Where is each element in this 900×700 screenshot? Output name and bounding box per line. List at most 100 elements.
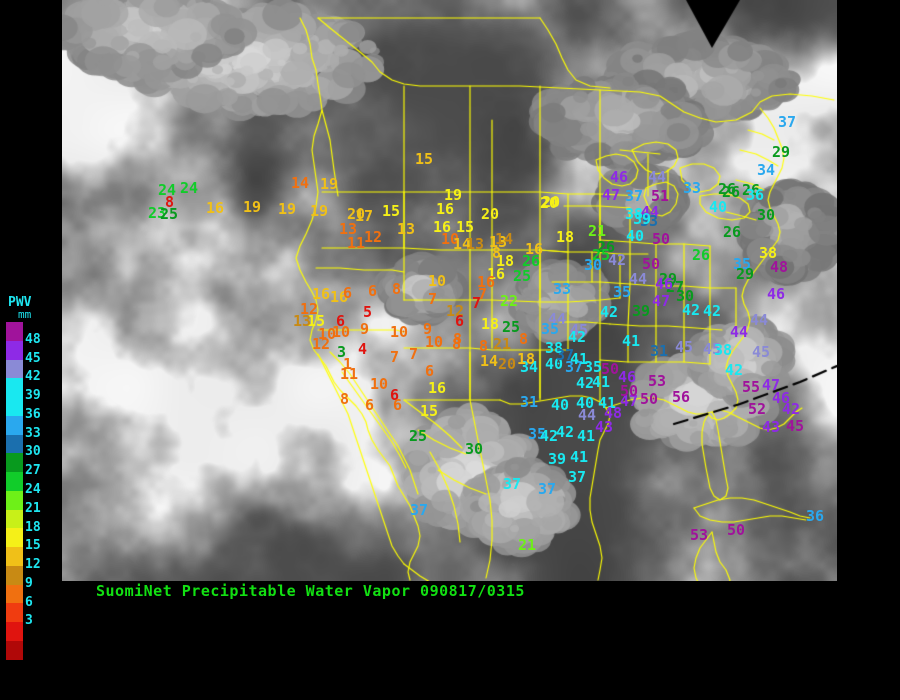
pwv-station-value: 16 [428,379,447,397]
pwv-station-value: 42 [782,400,801,418]
pwv-station-value: 44 [648,168,667,186]
pwv-station-value: 44 [750,311,769,329]
pwv-station-value: 50 [620,382,639,400]
colorbar-swatch [6,434,23,454]
pwv-station-value: 45 [570,321,589,339]
pwv-station-value: 41 [577,427,596,445]
pwv-station-value: 17 [355,207,374,225]
pwv-station-value: 18 [496,252,515,270]
pwv-station-value: 24 [158,181,177,199]
pwv-station-value: 46 [618,368,637,386]
pwv-station-value: 37 [625,187,644,205]
pwv-station-value: 25 [513,267,532,285]
pwv-station-value: 11 [347,234,366,252]
pwv-station-value: 6 [455,312,465,330]
pwv-station-value: 45 [675,338,694,356]
pwv-station-value: 13 [397,220,416,238]
pwv-station-value: 52 [748,400,767,418]
pwv-station-value: 26 [723,223,742,241]
pwv-station-value: 10 [425,333,444,351]
pwv-station-value: 40 [576,394,595,412]
colorbar-tick-label: 18 [25,519,41,535]
colorbar-tick-label: 48 [25,331,41,347]
pwv-station-value: 48 [770,258,789,276]
pwv-station-value: 20 [540,194,559,212]
pwv-station-value: 40 [551,396,570,414]
colorbar-swatch [6,584,23,604]
colorbar-tick-label: 15 [25,538,41,554]
colorbar-tick-label: 3 [25,613,33,629]
pwv-station-value: 23 [148,204,167,222]
colorbar-title: PWV [8,295,32,310]
pwv-station-value: 26 [522,252,541,270]
pwv-station-value: 26 [692,246,711,264]
colorbar-tick-label: 12 [25,557,41,573]
colorbar-tick-label: 27 [25,463,41,479]
pwv-station-value: 42 [576,374,595,392]
pwv-station-value: 20 [481,205,500,223]
pwv-station-value: 45 [752,343,771,361]
colorbar-swatch [6,509,23,529]
colorbar-swatch [6,528,23,548]
pwv-station-value: 8 [479,337,489,355]
pwv-station-value: 24 [180,179,199,197]
colorbar-tick-label: 45 [25,350,41,366]
pwv-station-value: 12 [312,335,331,353]
pwv-station-value: 20 [542,193,561,211]
pwv-station-value: 8 [453,330,463,348]
pwv-station-value: 38 [759,244,778,262]
colorbar-swatch [6,359,23,379]
colorbar-swatch [6,547,23,566]
pwv-station-value: 46 [772,389,791,407]
colorbar-tick-label: 42 [25,369,41,385]
pwv-station-value: 13 [489,233,508,251]
pwv-station-value: 44 [548,310,567,328]
pwv-station-value: 29 [772,143,791,161]
pwv-station-value: 37 [410,501,429,519]
pwv-station-value: 40 [545,355,564,373]
pwv-station-value: 19 [320,175,339,193]
pwv-station-value: 15 [420,402,439,420]
pwv-station-value: 7 [390,348,400,366]
colorbar-tick-label: 30 [25,444,41,460]
pwv-station-value: 15 [307,312,326,330]
pwv-station-value: 16 [525,240,544,258]
pwv-station-value: 16 [330,288,349,306]
pwv-station-value: 33 [553,280,572,298]
pwv-station-value: 50 [642,255,661,273]
pwv-station-value: 20 [498,355,517,373]
pwv-station-value: 8 [392,280,402,298]
pwv-station-value: 11 [340,365,359,383]
pwv-station-value: 19 [444,186,463,204]
colorbar-swatch [6,378,23,398]
colorbar-swatch [6,472,23,491]
pwv-station-value: 29 [736,265,755,283]
pwv-station-value: 15 [382,202,401,220]
pwv-station-value: 37 [503,475,522,493]
pwv-station-value: 31 [520,393,539,411]
colorbar-swatch [6,415,23,435]
pwv-station-value: 25 [409,427,428,445]
pwv-station-value: 30 [584,256,603,274]
pwv-station-value: 31 [650,342,669,360]
colorbar-tick-label: 24 [25,482,41,497]
pwv-station-value: 12 [364,228,383,246]
pwv-station-value: 6 [336,312,346,330]
pwv-station-value: 30 [757,206,776,224]
colorbar-swatch [6,322,23,341]
pwv-station-value: 42 [568,328,587,346]
pwv-station-value: 39 [632,302,651,320]
satellite-map[interactable]: 24 24 8 23 25 16 19 19 19 14 19 15 19 16 20 20 20 20 17 15 1… [62,0,837,581]
pwv-station-value: 46 [610,168,629,186]
pwv-station-value: 21 [493,335,512,353]
pwv-station-value: 6 [368,282,378,300]
pwv-station-value: 42 [703,302,722,320]
pwv-station-value: 6 [343,284,353,302]
pwv-station-value: 38 [714,341,733,359]
pwv-station-value: 50 [640,390,659,408]
pwv-station-value: 44 [730,323,749,341]
pwv-station-value: 13 [466,235,485,253]
pwv-station-value: 10 [390,323,409,341]
pwv-station-value: 35 [584,358,603,376]
